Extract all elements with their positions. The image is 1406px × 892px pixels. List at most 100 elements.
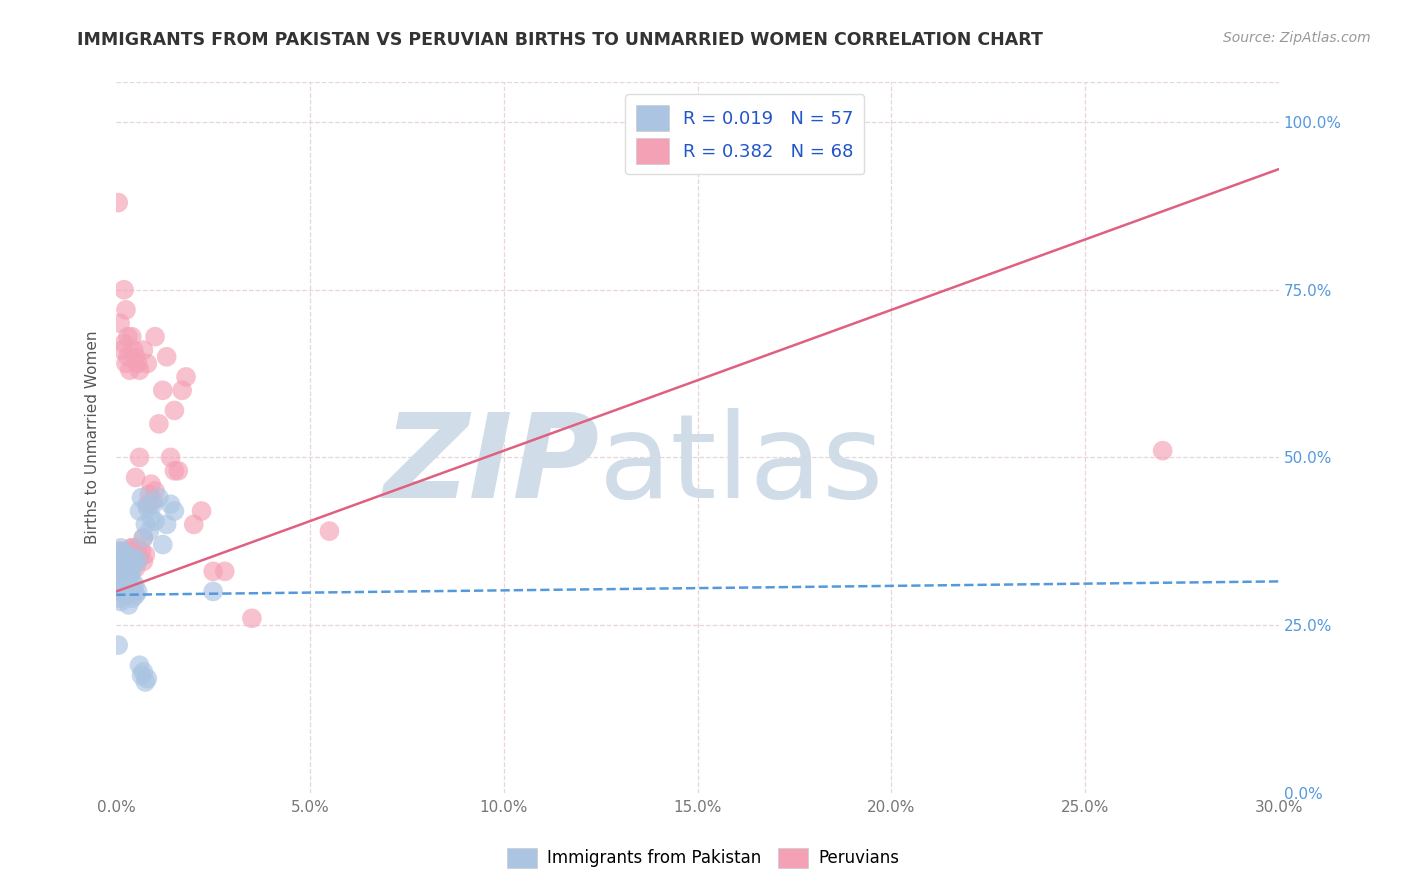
Point [118,550,141,565]
Text: IMMIGRANTS FROM PAKISTAN VS PERUVIAN BIRTHS TO UNMARRIED WOMEN CORRELATION CHART: IMMIGRANTS FROM PAKISTAN VS PERUVIAN BIR… [77,31,1043,49]
Point [163,403,186,417]
Point [190,504,212,518]
Point [143,483,166,498]
Point [159,450,181,465]
Point [121,541,143,555]
Point [111,343,134,357]
Text: ZIP: ZIP [382,409,599,524]
Point [112,283,135,297]
Point [172,384,194,398]
Point [163,504,186,518]
Point [132,665,155,679]
Point [111,548,134,562]
Point [108,544,131,558]
Point [124,470,146,484]
Point [131,491,153,505]
Point [114,544,136,558]
Point [124,561,146,575]
Point [1152,443,1174,458]
Point [112,550,135,565]
Point [124,350,146,364]
Point [115,581,138,595]
Point [121,329,143,343]
Point [112,578,135,592]
Point [107,550,129,565]
Point [108,558,131,572]
Point [121,591,143,606]
Point [214,565,236,579]
Point [124,550,146,565]
Point [121,541,143,555]
Point [156,350,179,364]
Point [138,524,160,538]
Point [112,550,135,565]
Point [143,514,166,528]
Point [134,675,156,690]
Point [163,464,186,478]
Point [117,544,139,558]
Point [118,550,141,565]
Point [148,417,170,431]
Point [152,384,174,398]
Point [120,558,142,572]
Point [112,558,135,572]
Point [117,558,139,572]
Point [138,487,160,501]
Text: atlas: atlas [599,409,884,524]
Point [122,343,145,357]
Point [136,357,159,371]
Point [120,584,142,599]
Point [167,464,190,478]
Point [107,584,129,599]
Point [122,558,145,572]
Point [121,565,143,579]
Point [128,450,150,465]
Point [107,638,129,652]
Point [107,550,129,565]
Text: Source: ZipAtlas.com: Source: ZipAtlas.com [1223,31,1371,45]
Point [111,571,134,585]
Point [148,491,170,505]
Point [136,500,159,515]
Point [110,565,132,579]
Point [108,591,131,606]
Point [128,550,150,565]
Point [115,548,138,562]
Point [108,574,131,589]
Point [143,329,166,343]
Point [117,578,139,592]
Point [131,544,153,558]
Point [127,554,149,568]
Point [202,565,225,579]
Point [124,554,146,568]
Point [127,584,149,599]
Point [108,316,131,330]
Point [122,550,145,565]
Point [118,598,141,612]
Point [110,594,132,608]
Y-axis label: Births to Unmarried Women: Births to Unmarried Women [86,331,100,544]
Point [118,567,141,582]
Point [202,584,225,599]
Point [115,302,138,317]
Point [318,524,340,538]
Point [115,548,138,562]
Point [112,554,135,568]
Point [127,357,149,371]
Point [131,668,153,682]
Point [152,537,174,551]
Point [108,554,131,568]
Point [124,588,146,602]
Legend: Immigrants from Pakistan, Peruvians: Immigrants from Pakistan, Peruvians [501,841,905,875]
Point [141,477,163,491]
Point [112,336,135,351]
Point [128,658,150,673]
Point [174,370,197,384]
Point [141,510,163,524]
Point [156,517,179,532]
Point [118,550,141,565]
Point [108,544,131,558]
Point [115,357,138,371]
Point [122,584,145,599]
Point [112,584,135,599]
